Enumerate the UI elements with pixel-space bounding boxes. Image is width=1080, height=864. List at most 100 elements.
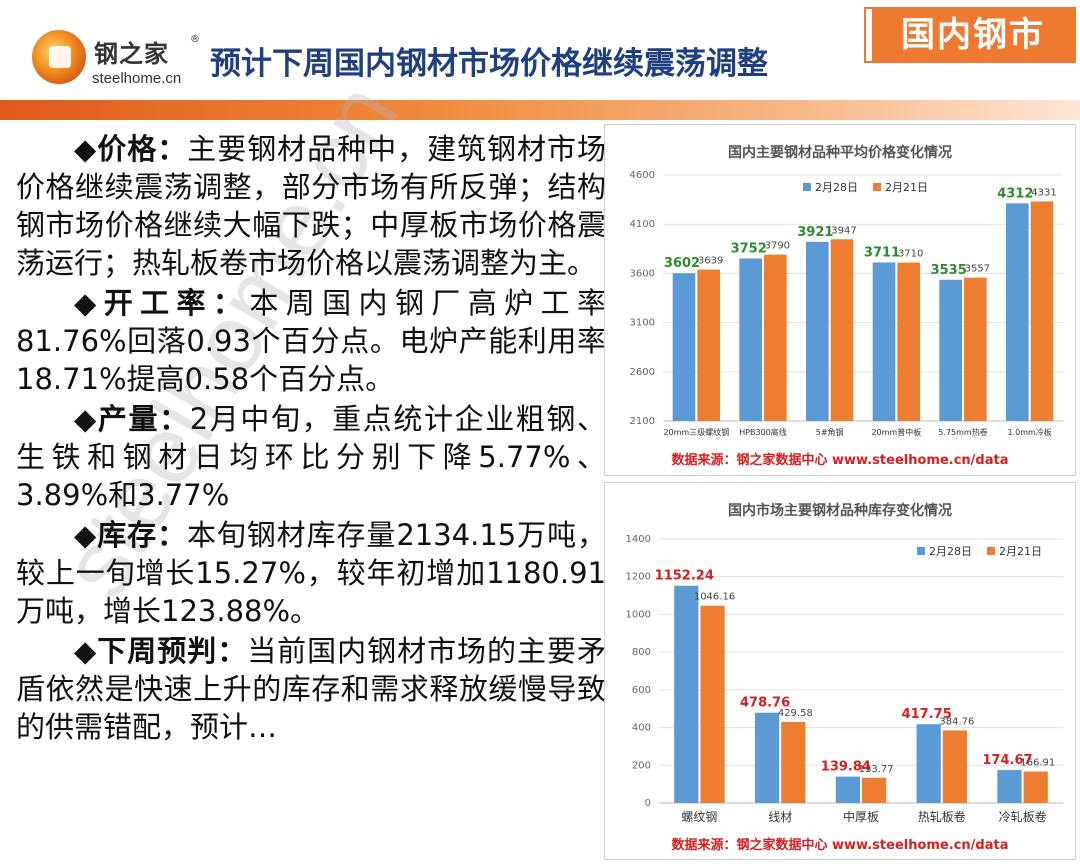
x-tick-label: 20mm普中板 (871, 427, 921, 437)
data-label: 166.91 (1020, 758, 1055, 769)
bar (835, 776, 860, 803)
bar (754, 712, 780, 803)
data-label: 3711 (864, 245, 900, 260)
bar (916, 724, 941, 803)
y-tick-label: 3100 (630, 318, 655, 329)
data-label: 3557 (965, 264, 990, 275)
x-tick-label: 线材 (768, 810, 792, 824)
legend-label: 2月21日 (885, 181, 928, 194)
legend-swatch (873, 183, 881, 191)
chart-title: 国内市场主要钢材品种库存变化情况 (728, 502, 952, 519)
y-tick-label: 4600 (630, 170, 655, 181)
bar (862, 777, 887, 803)
legend-label: 2月21日 (999, 545, 1042, 558)
x-tick-label: 5.75mm热卷 (938, 427, 987, 437)
data-label: 4312 (997, 186, 1033, 201)
data-label: 417.75 (902, 707, 952, 722)
summary-text: ◆价格：主要钢材品种中，建筑钢材市场价格继续震荡调整，部分市场有所反弹；结构钢市… (16, 130, 606, 748)
data-label: 3752 (731, 241, 767, 256)
price-chart-panel: 国内主要钢材品种平均价格变化情况 2月28日 2月21日 2100 2600 3100 36… (604, 124, 1076, 476)
x-tick-label: 冷轧板卷 (999, 809, 1047, 824)
y-tick-label: 1200 (626, 572, 651, 583)
bar (939, 279, 962, 421)
y-tick-label: 3600 (630, 268, 655, 279)
paragraph-body: 本旬钢材库存量2134.15万吨，较上一旬增长15.27%，较年初增加1180.… (16, 518, 606, 628)
header-accent-bar (0, 100, 1080, 120)
data-label: 429.58 (778, 708, 813, 719)
paragraph-inventory: ◆库存：本旬钢材库存量2134.15万吨，较上一旬增长15.27%，较年初增加1… (16, 516, 606, 630)
paragraph-key: ◆下周预判： (74, 634, 248, 668)
y-tick-label: 2600 (630, 367, 655, 378)
paragraph-body: 主要钢材品种中，建筑钢材市场价格继续震荡调整，部分市场有所反弹；结构钢市场价格继… (16, 132, 606, 280)
y-tick-label: 2100 (630, 416, 655, 427)
bar (781, 721, 806, 803)
logo-emblem-icon (32, 30, 86, 84)
data-label: 139.84 (821, 760, 871, 775)
paragraph-price: ◆价格：主要钢材品种中，建筑钢材市场价格继续震荡调整，部分市场有所反弹；结构钢市… (16, 130, 606, 282)
data-label: 3710 (898, 249, 923, 260)
bar (672, 273, 696, 421)
data-label: 3790 (765, 241, 790, 252)
bar (764, 254, 787, 421)
x-tick-label: 20mm三级螺纹钢 (663, 427, 729, 437)
paragraph-output: ◆产量：2月中旬，重点统计企业粗钢、生铁和钢材日均环比分别下降5.77%、3.8… (16, 400, 606, 514)
y-tick-label: 0 (645, 798, 651, 809)
legend-swatch (987, 547, 995, 555)
y-tick-label: 1400 (626, 534, 651, 545)
y-tick-label: 800 (632, 647, 651, 658)
bar (830, 239, 854, 421)
logo-text-cn: 钢之家 (94, 40, 169, 68)
page-title: 预计下周国内钢材市场价格继续震荡调整 (210, 46, 768, 82)
data-source-note: 数据来源：钢之家数据中心 www.steelhome.cn/data (672, 837, 1009, 853)
data-label: 3921 (797, 225, 833, 240)
data-label: 3947 (831, 225, 856, 236)
y-tick-label: 4100 (630, 219, 655, 230)
x-tick-label: HPB300高线 (739, 427, 787, 437)
bar (1030, 201, 1054, 421)
legend-swatch (803, 183, 811, 191)
header: 钢之家 ® steelhome.cn 预计下周国内钢材市场价格继续震荡调整 国内… (0, 0, 1080, 100)
x-tick-label: 中厚板 (843, 809, 879, 824)
data-label: 174.67 (982, 753, 1032, 768)
y-tick-label: 600 (632, 685, 651, 696)
bar (806, 241, 829, 421)
data-label: 384.76 (939, 716, 974, 727)
paragraph-forecast: ◆下周预判：当前国内钢材市场的主要矛盾依然是快速上升的库存和需求释放缓慢导致的供… (16, 632, 606, 746)
x-tick-label: 热轧板卷 (918, 809, 966, 824)
paragraph-utilization: ◆开工率：本周国内钢厂高炉工率81.76%回落0.93个百分点。电炉产能利用率1… (16, 284, 606, 398)
data-label: 3535 (931, 263, 967, 278)
chart-title: 国内主要钢材品种平均价格变化情况 (728, 144, 952, 161)
paragraph-body: 当前国内钢材市场的主要矛盾依然是快速上升的库存和需求释放缓慢导致的供需错配，预计… (16, 634, 606, 744)
paragraph-key: ◆开工率： (74, 286, 250, 320)
bar (964, 277, 987, 421)
legend-swatch (917, 547, 925, 555)
paragraph-body: 2月中旬，重点统计企业粗钢、生铁和钢材日均环比分别下降5.77%、3.89%和3… (16, 402, 606, 512)
section-tag: 国内钢市 (864, 7, 1076, 63)
bar (897, 262, 920, 421)
bar (739, 258, 762, 421)
data-label: 1046.16 (694, 592, 735, 603)
data-label: 133.77 (859, 764, 894, 775)
paragraph-key: ◆产量： (74, 402, 190, 436)
steelhome-logo: 钢之家 ® steelhome.cn (26, 24, 206, 94)
bar (872, 262, 896, 421)
legend-label: 2月28日 (815, 181, 858, 194)
inventory-bar-chart: 国内市场主要钢材品种库存变化情况 2月28日 2月21日 0 200 400 600 800 1… (626, 502, 1063, 853)
bar (942, 730, 968, 803)
data-label: 3639 (698, 256, 723, 267)
data-source-note: 数据来源：钢之家数据中心 www.steelhome.cn/data (672, 452, 1009, 468)
data-label: 1152.24 (655, 569, 714, 584)
y-tick-label: 1000 (626, 609, 651, 620)
bar (1023, 771, 1048, 803)
data-label: 478.76 (740, 696, 790, 711)
price-bar-chart: 国内主要钢材品种平均价格变化情况 2月28日 2月21日 2100 2600 3100 36… (630, 144, 1063, 468)
data-label: 3602 (664, 256, 700, 271)
data-label: 4331 (1031, 187, 1056, 198)
inventory-chart-panel: 国内市场主要钢材品种库存变化情况 2月28日 2月21日 0 200 400 600 800 1… (604, 482, 1076, 860)
bar (1006, 203, 1029, 421)
paragraph-body: 本周国内钢厂高炉工率81.76%回落0.93个百分点。电炉产能利用率18.71%… (16, 286, 606, 396)
bar (697, 269, 720, 421)
logo-registered-mark: ® (190, 34, 200, 45)
paragraph-key: ◆价格： (74, 132, 188, 166)
legend-label: 2月28日 (929, 545, 972, 558)
